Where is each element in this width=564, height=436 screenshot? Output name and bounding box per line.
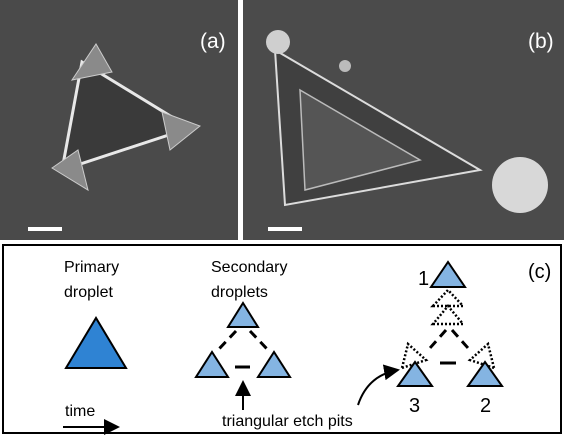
time-label: time (65, 403, 95, 420)
schematic-c: (c) Primary droplet Secondary droplets t… (3, 245, 561, 433)
panel-label: (c) (528, 261, 551, 283)
panel-label: (b) (528, 30, 554, 53)
primary-label: Primary (64, 259, 119, 276)
droplet-number: 3 (409, 395, 420, 417)
droplet-number: 1 (418, 268, 429, 290)
droplet-number: 2 (480, 395, 491, 417)
panel-label: (a) (200, 30, 226, 53)
sem-image-b: (b) (243, 0, 564, 240)
sem-image-a: (a) (0, 0, 238, 240)
secondary-label: Secondary (211, 259, 288, 276)
etch-pits-label: triangular etch pits (222, 413, 353, 430)
figure: (a) (b) (c) Primary droplet Secondary dr… (0, 0, 564, 436)
primary-label: droplet (64, 284, 113, 301)
secondary-label: droplets (211, 284, 268, 301)
